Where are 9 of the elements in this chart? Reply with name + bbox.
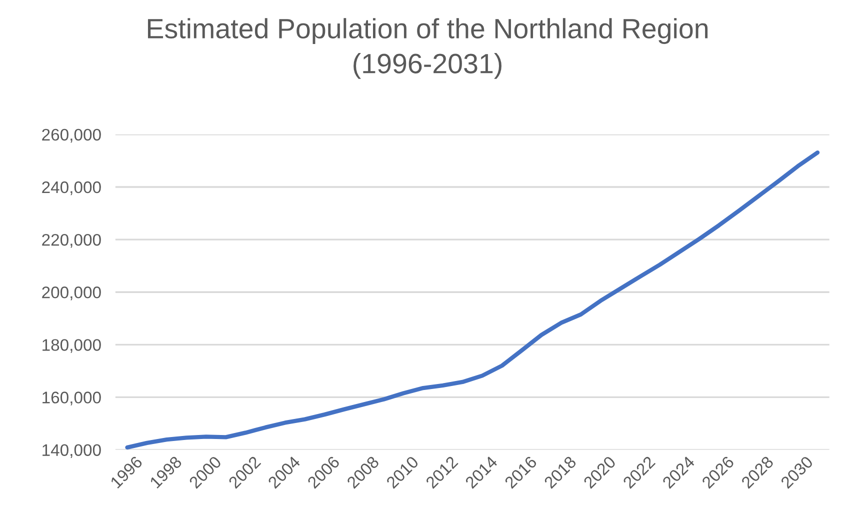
- y-tick-label: 180,000: [42, 339, 101, 353]
- chart-title: Estimated Population of the Northland Region (1996-2031): [148, 18, 708, 79]
- y-tick-label: 200,000: [42, 286, 101, 300]
- y-tick-label: 240,000: [42, 181, 101, 196]
- line-series: [125, 150, 820, 450]
- y-tick-label: 220,000: [42, 234, 101, 248]
- y-tick-label: 160,000: [42, 392, 101, 406]
- y-tick-label: 260,000: [42, 128, 101, 143]
- y-tick-label: 140,000: [42, 444, 101, 458]
